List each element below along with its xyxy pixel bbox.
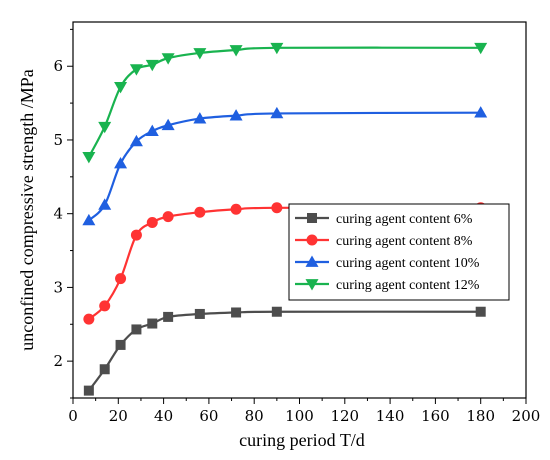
x-tick-label: 120 — [330, 407, 359, 425]
y-axis-title: unconfined compressive strength /MPa — [17, 69, 37, 350]
legend-item: curing agent content 8% — [295, 234, 473, 249]
legend-marker — [306, 234, 318, 246]
legend-label: curing agent content 10% — [336, 256, 480, 271]
data-point — [475, 306, 486, 317]
data-point — [161, 118, 175, 131]
series-1 — [83, 306, 486, 396]
data-point — [83, 313, 95, 325]
legend-item: curing agent content 6% — [295, 212, 473, 227]
x-tick-label: 100 — [285, 407, 314, 425]
legend-label: curing agent content 12% — [336, 278, 480, 293]
y-tick-label: 6 — [53, 57, 63, 75]
data-point — [474, 42, 488, 55]
legend-marker — [307, 213, 317, 223]
data-point — [271, 202, 283, 214]
data-point — [115, 273, 127, 285]
x-tick-label: 140 — [376, 407, 405, 425]
data-point — [230, 203, 242, 215]
data-point — [82, 213, 96, 226]
data-point — [474, 106, 488, 118]
x-tick-label: 200 — [512, 407, 541, 425]
y-tick-label: 4 — [53, 205, 63, 223]
series-line — [87, 46, 481, 158]
data-point — [162, 211, 174, 223]
series-layer — [82, 42, 488, 396]
legend-label: curing agent content 6% — [336, 212, 473, 227]
data-point — [194, 308, 205, 319]
data-point — [193, 112, 207, 124]
data-point — [130, 229, 142, 241]
data-point — [146, 217, 158, 229]
data-point — [99, 300, 111, 312]
data-point — [82, 152, 96, 164]
data-point — [161, 53, 175, 65]
data-point — [229, 45, 243, 57]
data-point — [114, 82, 128, 94]
x-axis: 0 20 40 60 80 100 120 140 160 180 200 — [68, 398, 540, 425]
data-point — [193, 48, 207, 60]
series-2 — [83, 202, 487, 325]
x-tick-label: 0 — [68, 407, 78, 425]
legend-item: curing agent content 10% — [295, 255, 480, 271]
data-point — [114, 157, 128, 169]
data-point — [270, 42, 284, 55]
x-tick-label: 180 — [466, 407, 495, 425]
legend-items: curing agent content 6% curing agent cont… — [295, 212, 480, 293]
x-tick-label: 80 — [245, 407, 264, 425]
legend-label: curing agent content 8% — [336, 234, 473, 249]
data-point — [147, 318, 158, 329]
data-point — [270, 106, 284, 119]
data-point — [194, 206, 206, 218]
y-axis: 2 3 4 5 6 — [53, 28, 73, 399]
data-point — [229, 109, 243, 121]
x-tick-label: 60 — [199, 407, 218, 425]
data-point — [145, 59, 159, 72]
x-tick-label: 160 — [421, 407, 450, 425]
legend-marker — [305, 255, 319, 267]
series-3 — [82, 106, 488, 226]
y-tick-label: 5 — [53, 131, 63, 149]
data-point — [99, 364, 110, 375]
legend-item: curing agent content 12% — [295, 278, 480, 293]
data-point — [271, 306, 282, 317]
data-point — [163, 311, 174, 322]
data-point — [131, 324, 142, 335]
series-4 — [82, 42, 488, 164]
data-point — [231, 307, 242, 318]
data-point — [115, 339, 126, 350]
data-point — [129, 64, 143, 76]
x-tick-label: 40 — [154, 407, 173, 425]
data-point — [83, 385, 94, 396]
data-point — [98, 198, 112, 210]
data-point — [129, 134, 143, 147]
data-point — [145, 124, 159, 136]
x-axis-title: curing period T/d — [239, 430, 365, 450]
data-point — [98, 121, 112, 134]
y-tick-label: 2 — [53, 352, 63, 370]
x-tick-label: 20 — [109, 407, 128, 425]
legend-marker — [305, 279, 319, 291]
legend: curing agent content 6% curing agent cont… — [288, 203, 510, 301]
y-tick-label: 3 — [53, 278, 63, 296]
